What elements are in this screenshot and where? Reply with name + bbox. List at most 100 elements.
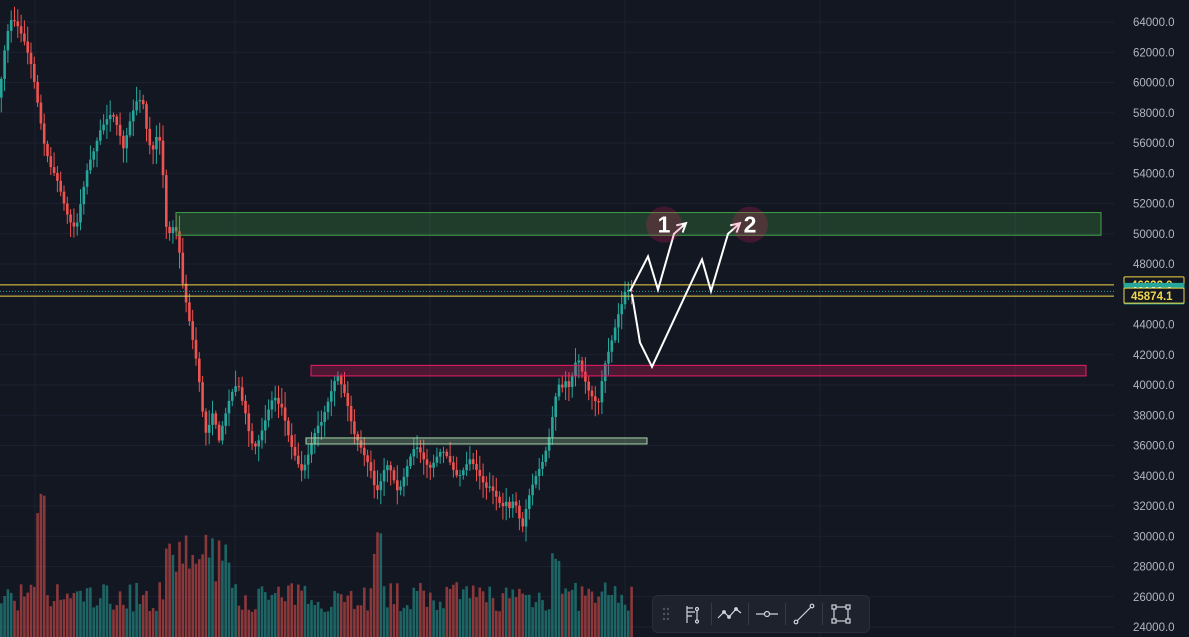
volume-bar [366, 610, 369, 637]
candle-body [227, 400, 231, 414]
volume-bar [221, 560, 224, 637]
drag-handle-icon[interactable] [657, 603, 675, 625]
volume-bar [495, 610, 498, 637]
fibonacci-tool-button[interactable] [675, 599, 711, 629]
candle-body [379, 481, 383, 491]
candle-body [135, 101, 138, 111]
candle-body [290, 435, 293, 447]
candle-body [310, 443, 313, 455]
volume-bar [141, 595, 145, 637]
candle-body [148, 128, 152, 146]
volume-bar [363, 587, 366, 637]
volume-bar [201, 554, 204, 637]
path-tool-button[interactable] [712, 599, 748, 629]
candle-body [171, 227, 175, 233]
volume-bar [537, 592, 541, 637]
volume-bar [151, 608, 155, 637]
candle-body [49, 156, 53, 168]
y-tick-label: 50000.0 [1133, 229, 1175, 241]
volume-bar [102, 584, 105, 637]
volume-bar [587, 588, 590, 637]
candle-body [217, 424, 221, 441]
volume-bar [128, 584, 132, 637]
volume-bar [52, 601, 56, 637]
candle-body [478, 469, 482, 477]
y-tick-label: 38000.0 [1133, 410, 1175, 422]
volume-bar [250, 611, 254, 637]
candle-body [419, 447, 422, 453]
volume-bar [273, 593, 277, 637]
rectangle-tool-icon [831, 604, 851, 624]
candle-body [211, 413, 214, 425]
volume-bar [603, 582, 607, 637]
volume-bar [346, 595, 350, 637]
candle-body [343, 384, 346, 394]
volume-bar [287, 585, 290, 637]
volume-bar [336, 593, 340, 637]
candle-body [366, 455, 369, 463]
volume-bar [247, 609, 251, 637]
candle-body [102, 124, 105, 131]
y-tick-label: 56000.0 [1133, 138, 1175, 150]
candle-body [122, 135, 125, 149]
candle-body [462, 470, 465, 475]
annotation-label-2: 2 [744, 212, 757, 238]
volume-bar [531, 607, 534, 637]
volume-bar [528, 594, 531, 637]
trend-line-button[interactable] [786, 599, 822, 629]
candle-body [541, 461, 544, 469]
volume-bar [617, 602, 620, 637]
candle-body [264, 420, 267, 431]
candle-body [570, 376, 574, 388]
projection-path-2 [631, 222, 741, 370]
candle-body [33, 63, 36, 82]
candle-body [491, 486, 495, 491]
candle-body [382, 470, 386, 482]
volume-bar [498, 611, 501, 637]
candle-body [105, 119, 109, 125]
candle-body [363, 447, 366, 456]
candle-body [429, 464, 432, 468]
volume-bar [23, 596, 26, 637]
candle-body [465, 464, 468, 471]
volume-bar [442, 608, 445, 637]
rectangle-tool-button[interactable] [823, 599, 859, 629]
candle-body [432, 462, 435, 468]
candle-body [75, 222, 79, 227]
volume-bar [584, 595, 587, 637]
volume-bar [372, 553, 376, 637]
volume-bar [620, 594, 623, 637]
volume-bar [112, 609, 115, 637]
volume-bar [237, 605, 241, 637]
volume-bar [386, 607, 389, 637]
volume-bar [56, 584, 59, 637]
volume-bar [475, 597, 478, 637]
candle-body [3, 50, 6, 79]
volume-bar [9, 592, 13, 637]
candle-body [240, 387, 244, 401]
volume-bar [445, 586, 449, 637]
volume-bar [623, 604, 627, 637]
volume-bar [62, 599, 66, 637]
candle-body [577, 360, 581, 363]
volume-bar [283, 601, 287, 637]
candle-body [155, 136, 158, 150]
candle-body [607, 351, 610, 364]
candle-body [356, 434, 359, 441]
horizontal-ray-button[interactable] [749, 599, 785, 629]
volume-bar [135, 582, 138, 637]
volume-bar [29, 584, 33, 637]
candle-body [52, 167, 56, 173]
candle-body [89, 159, 92, 171]
volume-bar [174, 571, 178, 637]
volume-bar [382, 586, 386, 637]
volume-bar [224, 544, 227, 637]
candle-body [141, 100, 145, 105]
candle-body [438, 452, 442, 457]
candle-body [36, 81, 39, 103]
candle-body [495, 490, 498, 497]
candle-body [42, 123, 46, 144]
candle-body [597, 401, 600, 403]
volume-bar [359, 605, 363, 637]
